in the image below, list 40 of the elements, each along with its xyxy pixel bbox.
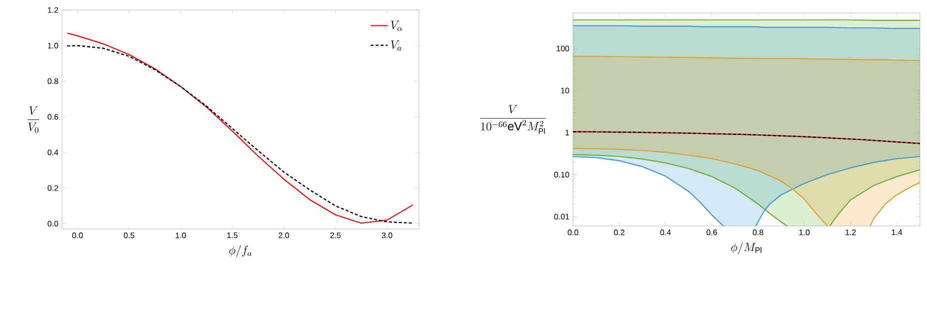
y-tick-label: 0.10 — [554, 172, 570, 178]
y-tick-label: 0.4 — [48, 150, 58, 156]
x-tick-label: 1.0 — [799, 230, 810, 236]
line-series — [573, 148, 828, 226]
y-axis-title: $\frac{V}{10^{-66}\mathrm{eV}^2 M_{\mathrm{Pl}}^2}$ — [480, 105, 546, 134]
line-series — [573, 156, 724, 226]
x-tick-label: 0.5 — [124, 232, 134, 238]
x-tick-label: 0.4 — [660, 230, 671, 236]
line-series — [870, 182, 920, 226]
y-tick-label: 1.2 — [48, 7, 58, 13]
y-tick-label: 0.0 — [48, 220, 58, 226]
x-tick-label: 0.8 — [752, 230, 764, 236]
line-series — [755, 156, 920, 226]
legend-label: $V_a$ — [390, 40, 402, 51]
y-tick-label: 0.6 — [48, 114, 58, 120]
x-tick-label: 2.5 — [330, 232, 341, 238]
y-axis-title: $\frac{V}{V_0}$ — [28, 106, 40, 133]
x-tick-label: 1.2 — [846, 230, 856, 236]
x-tick-label: 1.0 — [176, 232, 186, 238]
x-axis-title: $\phi/f_a$ — [229, 245, 252, 258]
y-tick-label: 0.8 — [48, 78, 58, 84]
y-tick-label: 100 — [556, 46, 570, 52]
line-series — [573, 131, 920, 144]
y-tick-label: 1 — [566, 130, 570, 136]
y-tick-label: 1.0 — [48, 42, 58, 48]
line-series — [573, 154, 788, 226]
x-tick-label: 2.0 — [278, 232, 290, 238]
y-tick-label: 10 — [561, 88, 570, 94]
x-tick-label: 0.0 — [72, 232, 83, 238]
line-series — [829, 169, 920, 226]
x-tick-label: 3.0 — [382, 232, 392, 238]
legend-label: $V_\alpha$ — [390, 20, 402, 31]
x-tick-label: 1.5 — [227, 232, 238, 238]
x-tick-label: 0.6 — [706, 230, 717, 236]
y-tick-label: 0.01 — [554, 214, 570, 220]
x-tick-label: 0.2 — [614, 230, 624, 236]
y-tick-label: 0.2 — [48, 185, 58, 191]
x-axis-title: $\phi/M_{\mathrm{Pl}}$ — [731, 242, 762, 254]
x-tick-label: 1.4 — [892, 230, 902, 236]
x-tick-label: 0.0 — [568, 230, 578, 236]
